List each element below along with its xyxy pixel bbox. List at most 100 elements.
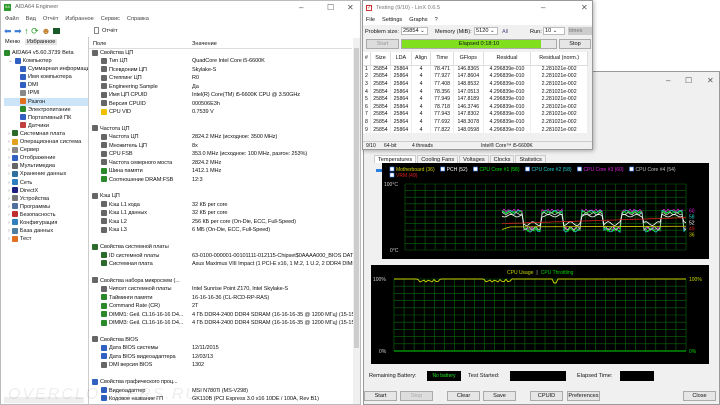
property-row[interactable]: Тип ЦП QuadCore Intel Core i5-6600K xyxy=(92,57,353,65)
tree-item[interactable]: Имя компьютера xyxy=(4,73,88,81)
property-row[interactable]: Кэш L2 256 КБ per core (On-Die, ECC, Full… xyxy=(92,218,353,226)
maximize-button[interactable]: ☐ xyxy=(327,3,335,12)
group-header[interactable]: Свойства BIOS xyxy=(92,336,353,344)
table-row[interactable]: 2 25854 25864 4 77.927 147.8604 4.296839e-010 2… xyxy=(363,72,588,81)
minimize-button[interactable]: – xyxy=(299,3,304,12)
start-button[interactable]: Start xyxy=(364,391,397,401)
maximize-button[interactable]: ☐ xyxy=(685,76,693,85)
menu-report[interactable]: Отчёт xyxy=(42,16,59,22)
tree-item[interactable]: › Системная плата xyxy=(4,130,88,138)
property-row[interactable]: Дата BIOS системы 12/11/2015 xyxy=(92,344,353,352)
tree-item[interactable]: DMI xyxy=(4,81,88,89)
close-button[interactable]: ✕ xyxy=(707,76,714,85)
property-row[interactable]: Частота ЦП 2824.2 MHz (исходное: 3500 MHz… xyxy=(92,133,353,141)
run-select[interactable]: 10 ⌄ xyxy=(543,27,565,35)
tab-clocks[interactable]: Clocks xyxy=(489,155,515,163)
menu-help[interactable]: ? xyxy=(434,17,438,23)
menu-favorites[interactable]: Избранное xyxy=(65,16,94,22)
tab-voltages[interactable]: Voltages xyxy=(459,155,489,163)
tree-item[interactable]: › База данных xyxy=(4,227,88,235)
tree-scrollbar[interactable] xyxy=(4,397,84,403)
property-row[interactable]: Чипсет системной платы Intel Sunrise Poin… xyxy=(92,285,353,293)
property-row[interactable]: Частота северного моста 2824.2 MHz xyxy=(92,159,353,167)
memory-select[interactable]: 5120 ⌄ xyxy=(474,27,498,35)
table-row[interactable]: 8 25854 25864 4 77.692 148.3078 4.296839e-010 2… xyxy=(363,118,588,126)
property-row[interactable]: CPU FSB 353.0 MHz (исходное: 100 MHz, раз… xyxy=(92,150,353,158)
table-row[interactable]: 5 25854 25864 4 77.949 147.8189 4.296839e-010 2… xyxy=(363,95,588,103)
group-header[interactable]: Кэш ЦП xyxy=(92,192,353,200)
table-row[interactable]: 4 25854 25864 4 78.356 147.0513 4.296839e-010 2… xyxy=(363,87,588,96)
table-row[interactable]: 9 25854 25864 4 77.822 148.0598 4.296839e-010 2… xyxy=(363,125,588,134)
expand-chevron-icon[interactable]: › xyxy=(8,163,10,170)
property-row[interactable]: Command Rate (CR) 2T xyxy=(92,302,353,310)
stop-button[interactable]: Stop xyxy=(400,391,433,401)
expand-chevron-icon[interactable]: › xyxy=(8,139,10,146)
expand-chevron-icon[interactable]: › xyxy=(8,203,10,210)
property-row[interactable]: DIMM3: Geil. CL16-16-16 D4... 4 ГБ DDR4-2… xyxy=(92,319,353,327)
tab-statistics[interactable]: Statistics xyxy=(515,155,546,163)
tree-item[interactable]: › Сеть xyxy=(4,179,88,187)
column-header[interactable]: Residual xyxy=(483,52,532,66)
menu-file[interactable]: Файл xyxy=(5,16,19,22)
property-row[interactable]: DIMM1: Geil. CL16-16-16 D4... 4 ГБ DDR4-2… xyxy=(92,311,353,319)
tree-item[interactable]: IPMI xyxy=(4,89,88,97)
property-row[interactable]: Шина памяти 1412.1 MHz xyxy=(92,167,353,175)
column-header-field[interactable]: Поле xyxy=(93,41,107,47)
property-row[interactable]: Видеоадаптер MSI N780Ti (MS-V298) xyxy=(92,387,353,395)
users-icon[interactable]: ☻ xyxy=(41,26,51,36)
tree-item[interactable]: AIDA64 v5.60.3739 Beta xyxy=(4,49,88,57)
stop-button[interactable]: Stop xyxy=(559,39,591,49)
tree-item[interactable]: › Программы xyxy=(4,203,88,211)
menu-view[interactable]: Вид xyxy=(25,16,36,22)
close-button[interactable]: Close xyxy=(683,391,716,401)
property-row[interactable]: Кодовое название ГП GK110B (PCI Express 3… xyxy=(92,395,353,403)
preferences-button[interactable]: Preferences xyxy=(567,391,600,401)
tree-item[interactable]: › Сервер xyxy=(4,146,88,154)
column-header[interactable]: GFlops xyxy=(453,52,484,66)
tree-item[interactable]: › DirectX xyxy=(4,187,88,195)
expand-chevron-icon[interactable]: › xyxy=(8,211,10,218)
tree-item[interactable]: Разгон xyxy=(4,97,88,106)
report-button[interactable]: Отчёт xyxy=(94,27,118,34)
property-row[interactable]: DMI версия BIOS 1302 xyxy=(92,361,353,369)
problem-size-select[interactable]: 25854 ⌄ xyxy=(401,27,428,35)
menu-help[interactable]: Справка xyxy=(126,16,149,22)
tree-item[interactable]: › Мультимедиа xyxy=(4,162,88,170)
tree-item[interactable]: › Хранение данных xyxy=(4,170,88,178)
tree-item[interactable]: Суммарная информация xyxy=(4,65,88,73)
close-button[interactable]: ✕ xyxy=(347,3,354,12)
minimize-button[interactable]: – xyxy=(541,3,546,12)
tab-menu[interactable]: Меню xyxy=(5,39,21,45)
expand-chevron-icon[interactable]: ⌄ xyxy=(8,58,13,65)
group-header[interactable]: Частота ЦП xyxy=(92,125,353,133)
column-header[interactable]: Align xyxy=(411,52,432,66)
column-header[interactable]: LDA xyxy=(390,52,412,66)
tree-item[interactable]: › Конфигурация xyxy=(4,219,88,227)
tree-item[interactable]: Электропитание xyxy=(4,106,88,114)
menu-graphs[interactable]: Graphs xyxy=(409,17,428,23)
property-row[interactable]: Кэш L1 данных 32 КБ per core xyxy=(92,209,353,217)
vertical-scrollbar[interactable] xyxy=(353,38,360,404)
table-row[interactable]: 7 25854 25864 4 77.943 147.8302 4.296839e-010 2… xyxy=(363,110,588,119)
property-row[interactable]: Дата BIOS видеоадаптера 12/03/13 xyxy=(92,353,353,361)
expand-chevron-icon[interactable]: › xyxy=(8,171,10,178)
group-header[interactable]: Свойства набора микросхем (... xyxy=(92,277,353,285)
column-header[interactable]: Time xyxy=(430,52,454,66)
column-header[interactable]: Size xyxy=(370,52,392,66)
tree-item[interactable]: › Тест xyxy=(4,235,88,243)
cpuid-button[interactable]: CPUID xyxy=(530,391,563,401)
expand-chevron-icon[interactable]: › xyxy=(8,187,10,194)
up-icon[interactable]: ↑ xyxy=(24,26,29,36)
scrollbar-thumb[interactable] xyxy=(354,48,359,348)
table-row[interactable]: 3 25854 25864 4 77.408 148.8532 4.296839e-010 2… xyxy=(363,80,588,88)
tree-item[interactable]: Датчики xyxy=(4,122,88,130)
forward-icon[interactable]: ➡ xyxy=(14,26,22,36)
property-row[interactable]: Кэш L3 6 МБ (On-Die, ECC, Full-Speed) xyxy=(92,226,353,234)
save-button[interactable]: Save xyxy=(483,391,516,401)
property-row[interactable]: Псевдоним ЦП Skylake-S xyxy=(92,66,353,74)
menu-file[interactable]: File xyxy=(366,17,376,23)
group-header[interactable]: Свойства графического проц... xyxy=(92,378,353,386)
property-row[interactable]: Соотношение DRAM:FSB 12:3 xyxy=(92,176,353,184)
column-header[interactable]: Residual (norm.) xyxy=(530,52,588,66)
property-row[interactable]: Степпинг ЦП R0 xyxy=(92,74,353,82)
